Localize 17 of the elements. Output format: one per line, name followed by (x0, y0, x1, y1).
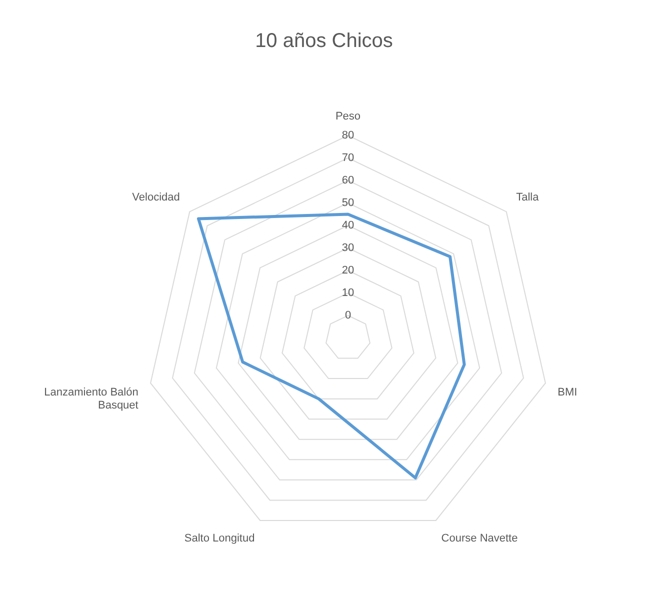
y-tick-label: 40 (342, 220, 354, 232)
spoke-label: Velocidad (132, 191, 180, 204)
spoke-label: Lanzamiento Balón Basquet (44, 386, 138, 412)
y-tick-label: 0 (344, 310, 352, 322)
spoke-label: Salto Longitud (184, 532, 255, 544)
spoke-label: BMI (558, 386, 578, 398)
y-tick-label: 20 (342, 264, 354, 277)
spoke-label: Course Navette (441, 532, 518, 544)
y-tick-label: 50 (342, 197, 354, 210)
y-tick-label: 80 (342, 130, 354, 142)
spoke-label: Peso (335, 110, 361, 122)
y-tick-label: 60 (342, 174, 354, 187)
y-tick-label: 70 (342, 152, 354, 164)
y-tick-label: 30 (342, 242, 354, 254)
y-tick-label: 10 (342, 287, 354, 300)
chart-title: 10 años Chicos (254, 30, 394, 53)
spoke-label: Talla (516, 191, 540, 204)
